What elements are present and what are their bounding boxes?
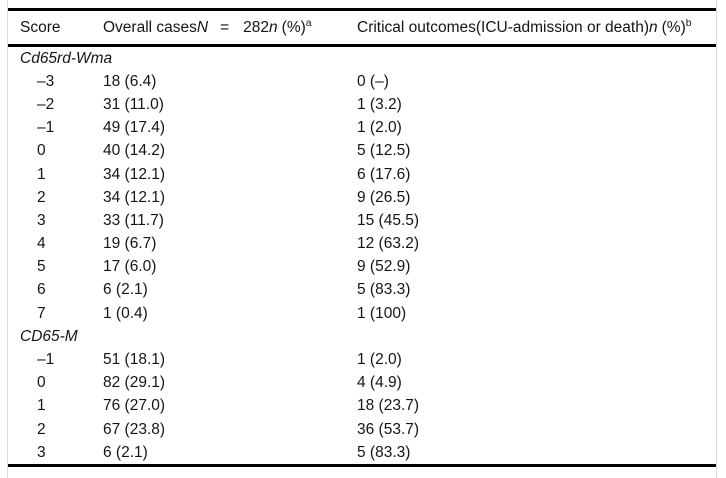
cell-score: 4 — [37, 235, 46, 253]
cell-overall-cases: 34 (12.1) — [103, 188, 166, 206]
equals-sign: = — [220, 18, 230, 36]
table-row: –2 31 (11.0) 1 (3.2) — [8, 93, 716, 116]
overall-total-value: 282 — [243, 18, 270, 36]
cell-critical-outcomes: 15 (45.5) — [357, 211, 420, 229]
overall-count-symbol: n — [269, 18, 278, 36]
footnote-marker-b: b — [685, 18, 692, 29]
cell-score: 5 — [37, 258, 46, 276]
cell-overall-cases: 40 (14.2) — [103, 142, 166, 160]
cell-score: –1 — [37, 351, 55, 369]
cell-critical-outcomes: 1 (2.0) — [357, 351, 402, 369]
results-table: Score Overall casesN = 282n (%)a Critical o… — [7, 0, 717, 478]
cell-overall-cases: 18 (6.4) — [103, 72, 157, 90]
cell-score: 1 — [37, 397, 46, 415]
table-row: 0 40 (14.2) 5 (12.5) — [8, 140, 716, 163]
table-top-rule — [8, 8, 716, 11]
cell-critical-outcomes: 1 (2.0) — [357, 119, 402, 137]
table-row: 2 67 (23.8) 36 (53.7) — [8, 418, 716, 441]
cell-critical-outcomes: 5 (12.5) — [357, 142, 411, 160]
overall-header-label: Overall cases — [103, 18, 197, 36]
table-row: –3 18 (6.4) 0 (–) — [8, 70, 716, 93]
cell-overall-cases: 1 (0.4) — [103, 304, 148, 322]
critical-count-symbol: n — [649, 18, 658, 36]
table-row: 1 76 (27.0) 18 (23.7) — [8, 395, 716, 418]
cell-overall-cases: 19 (6.7) — [103, 235, 157, 253]
cell-critical-outcomes: 6 (17.6) — [357, 165, 411, 183]
critical-header-label: Critical outcomes(ICU-admission or death… — [357, 18, 650, 36]
col-header-critical-outcomes: Critical outcomes(ICU-admission or death… — [357, 19, 716, 37]
section-title: Cd65rd-Wma — [20, 50, 113, 67]
cell-overall-cases: 6 (2.1) — [103, 281, 148, 299]
cell-score: –3 — [37, 72, 55, 90]
section-title: CD65-M — [20, 328, 78, 346]
col-header-score: Score — [8, 19, 103, 37]
cell-overall-cases: 17 (6.0) — [103, 258, 157, 276]
cell-score: 3 — [37, 443, 46, 461]
overall-total-symbol: N — [196, 18, 209, 36]
cell-score: 0 — [37, 374, 46, 392]
table-header-row: Score Overall casesN = 282n (%)a Critical o… — [8, 11, 716, 44]
table-row: 1 34 (12.1) 6 (17.6) — [8, 163, 716, 186]
score-header-label: Score — [20, 18, 61, 36]
table-row: –1 51 (18.1) 1 (2.0) — [8, 348, 716, 371]
cell-critical-outcomes: 1 (100) — [357, 304, 407, 322]
cell-score: 6 — [37, 281, 46, 299]
cell-overall-cases: 34 (12.1) — [103, 165, 166, 183]
cell-score: 1 — [37, 165, 46, 183]
table-body: Cd65rd-Wma –3 18 (6.4) 0 (–) –2 31 (11.0… — [8, 47, 716, 464]
cell-critical-outcomes: 1 (3.2) — [357, 95, 402, 113]
table-bottom-rule — [8, 464, 716, 468]
cell-score: –2 — [37, 95, 55, 113]
cell-score: –1 — [37, 119, 55, 137]
cell-critical-outcomes: 0 (–) — [357, 72, 389, 90]
cell-critical-outcomes: 4 (4.9) — [357, 374, 402, 392]
cell-critical-outcomes: 36 (53.7) — [357, 420, 420, 438]
cell-critical-outcomes: 9 (26.5) — [357, 188, 411, 206]
table-row: 3 33 (11.7) 15 (45.5) — [8, 209, 716, 232]
cell-score: 2 — [37, 188, 46, 206]
cell-overall-cases: 49 (17.4) — [103, 119, 166, 137]
table-row: 3 6 (2.1) 5 (83.3) — [8, 441, 716, 464]
cell-critical-outcomes: 12 (63.2) — [357, 235, 420, 253]
table-row: 0 82 (29.1) 4 (4.9) — [8, 372, 716, 395]
table-row: 4 19 (6.7) 12 (63.2) — [8, 233, 716, 256]
cell-critical-outcomes: 9 (52.9) — [357, 258, 411, 276]
col-header-overall-cases: Overall casesN = 282n (%)a — [103, 19, 357, 37]
table-row: –1 49 (17.4) 1 (2.0) — [8, 117, 716, 140]
cell-critical-outcomes: 5 (83.3) — [357, 443, 411, 461]
cell-score: 0 — [37, 142, 46, 160]
cell-overall-cases: 51 (18.1) — [103, 351, 166, 369]
cell-score: 7 — [37, 304, 46, 322]
cell-score: 3 — [37, 211, 46, 229]
table-header-rule — [8, 44, 716, 47]
table-row: 7 1 (0.4) 1 (100) — [8, 302, 716, 325]
cell-critical-outcomes: 18 (23.7) — [357, 397, 420, 415]
table-row: 2 34 (12.1) 9 (26.5) — [8, 186, 716, 209]
cell-overall-cases: 33 (11.7) — [103, 211, 164, 229]
cell-score: 2 — [37, 420, 46, 438]
cell-overall-cases: 67 (23.8) — [103, 420, 166, 438]
footnote-marker-a: a — [305, 18, 312, 29]
table-row: 6 6 (2.1) 5 (83.3) — [8, 279, 716, 302]
cell-critical-outcomes: 5 (83.3) — [357, 281, 411, 299]
cell-overall-cases: 6 (2.1) — [103, 443, 148, 461]
cell-overall-cases: 76 (27.0) — [103, 397, 166, 415]
table-row: 5 17 (6.0) 9 (52.9) — [8, 256, 716, 279]
overall-percent-label: (%) — [281, 18, 306, 36]
critical-percent-label: (%) — [661, 18, 686, 36]
cell-overall-cases: 31 (11.0) — [103, 95, 164, 113]
cell-overall-cases: 82 (29.1) — [103, 374, 166, 392]
